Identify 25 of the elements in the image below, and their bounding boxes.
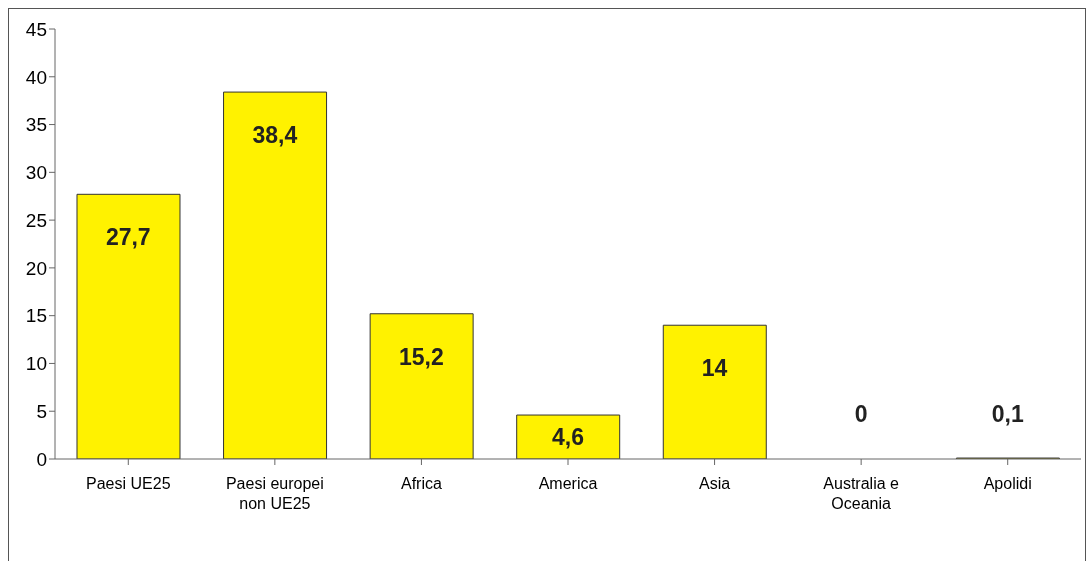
x-tick-label: Africa xyxy=(400,475,442,492)
y-tick-label: 10 xyxy=(25,353,47,375)
y-tick-label: 30 xyxy=(25,162,47,184)
data-label: 15,2 xyxy=(399,343,444,370)
x-tick-label: Australia e Oceania xyxy=(823,475,900,512)
y-tick-label: 45 xyxy=(25,18,47,40)
data-label: 14 xyxy=(701,355,728,382)
x-tick-label: Asia xyxy=(699,475,731,492)
y-tick-label: 0 xyxy=(36,448,47,470)
y-tick-label: 35 xyxy=(25,114,47,136)
chart-border: 27,7 38,4 15,2 4,6 14 0 0,1 Paesi UE25 Paesi europei non UE25 Africa America Asia Australia e Oceania Apolidi 0 5 10 15 20 25 30 35 40 45 xyxy=(8,8,1086,561)
data-label: 0 xyxy=(854,401,868,427)
y-tick-label: 40 xyxy=(25,66,47,88)
x-tick-label: Paesi europei non UE25 xyxy=(225,475,324,512)
data-label: 27,7 xyxy=(105,224,151,251)
x-tick-label: Paesi UE25 xyxy=(86,475,171,492)
y-tick-label: 15 xyxy=(25,305,47,327)
x-tick-label: Apolidi xyxy=(983,475,1032,492)
data-label: 38,4 xyxy=(252,122,298,149)
data-label: 0,1 xyxy=(991,401,1024,427)
y-tick-label: 5 xyxy=(36,400,47,422)
y-tick-label: 20 xyxy=(25,257,47,279)
y-tick-label: 25 xyxy=(25,209,47,231)
data-label: 4,6 xyxy=(552,424,584,451)
x-tick-label: America xyxy=(538,475,598,492)
